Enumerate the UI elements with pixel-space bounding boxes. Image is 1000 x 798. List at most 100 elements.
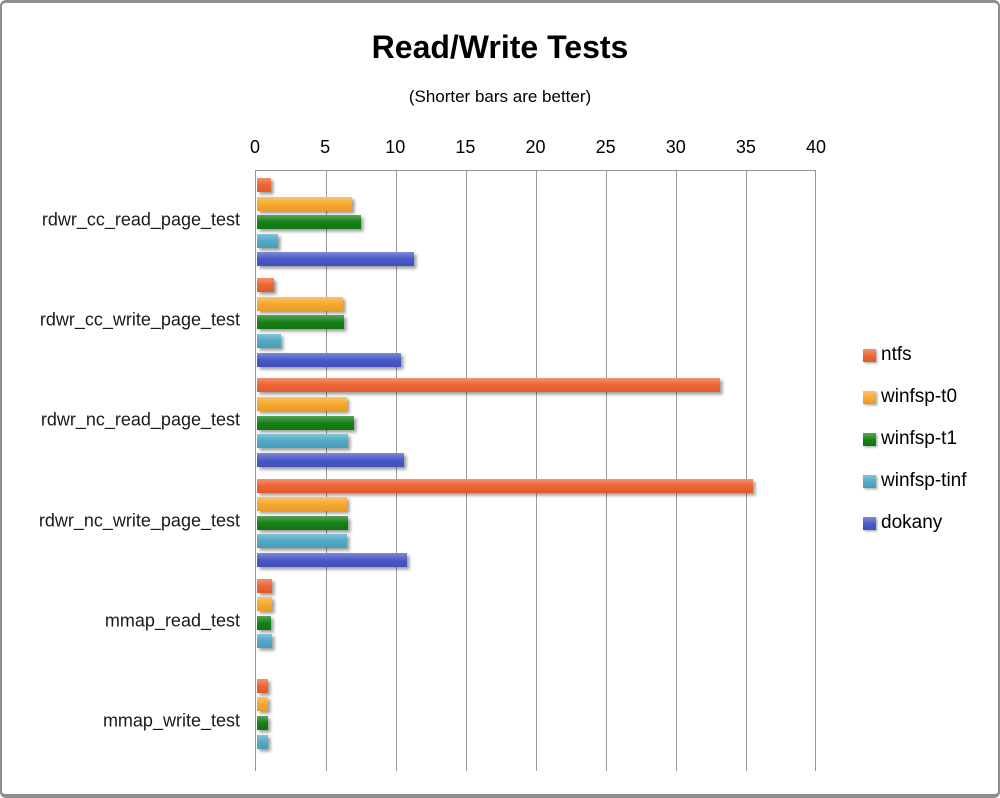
bar-group [256, 478, 815, 572]
chart-title: Read/Write Tests [371, 29, 629, 65]
bar-winfsp-t1 [257, 415, 354, 430]
legend-item: dokany [863, 502, 967, 544]
bar-row [256, 753, 815, 767]
x-tick-label: 15 [455, 137, 476, 157]
bar-row [256, 452, 815, 467]
category-label: rdwr_nc_read_page_test [40, 409, 240, 430]
x-tick-label: 10 [385, 137, 406, 157]
bar-winfsp-tinf [257, 434, 349, 449]
bar-row [256, 734, 815, 749]
x-tick-label: 20 [525, 137, 546, 157]
category-label: rdwr_nc_write_page_test [38, 510, 240, 531]
bar-ntfs [257, 478, 754, 493]
legend-label: ntfs [881, 344, 912, 365]
bar-row [256, 552, 815, 567]
gridline [536, 171, 537, 771]
bar-row [256, 716, 815, 731]
legend-item: winfsp-t1 [863, 418, 967, 460]
gridline [746, 171, 748, 771]
bar-winfsp-t1 [257, 215, 361, 230]
x-tick-label: 5 [320, 137, 331, 157]
bar-row [256, 178, 815, 192]
bar-row [256, 678, 815, 693]
x-tick-label: 35 [735, 137, 756, 157]
gridline [676, 171, 678, 771]
bar-winfsp-t0 [257, 497, 347, 512]
x-tick-label: 40 [805, 137, 827, 157]
bar-dokany [257, 352, 402, 367]
legend-item: winfsp-t0 [863, 376, 967, 418]
bar-winfsp-t0 [257, 196, 353, 211]
legend-label: winfsp-tinf [881, 470, 967, 491]
bar-dokany [257, 552, 408, 567]
bar-row [256, 296, 815, 311]
category-label: rdwr_cc_write_page_test [39, 309, 240, 330]
bar-row [256, 278, 815, 293]
plot-area [255, 170, 816, 771]
legend-label: dokany [881, 512, 943, 533]
legend-swatch-icon [863, 432, 876, 446]
bar-row [256, 653, 815, 667]
bar-row [256, 434, 815, 449]
bar-winfsp-tinf [257, 534, 347, 549]
bar-winfsp-t0 [257, 296, 343, 311]
bar-winfsp-t1 [257, 515, 349, 530]
legend-swatch-icon [863, 390, 876, 404]
bar-row [256, 196, 815, 211]
gridline [325, 171, 327, 771]
gridline [606, 171, 608, 771]
bar-winfsp-t1 [257, 315, 344, 330]
bar-row [256, 396, 815, 411]
bar-dokany [257, 452, 405, 467]
bar-row [256, 697, 815, 712]
bar-group [256, 678, 815, 772]
bar-dokany [257, 252, 415, 267]
legend-swatch-icon [863, 474, 876, 488]
bar-row [256, 333, 815, 348]
legend-label: winfsp-t0 [881, 386, 958, 407]
legend-item: ntfs [863, 334, 967, 376]
bar-winfsp-tinf [257, 333, 281, 348]
bar-row [256, 515, 815, 530]
bar-row [256, 615, 815, 630]
bar-ntfs [257, 178, 272, 192]
category-label: mmap_write_test [102, 710, 240, 731]
bar-row [256, 252, 815, 267]
bar-ntfs [257, 378, 720, 393]
gridline [395, 171, 397, 771]
bar-group [256, 178, 815, 271]
bar-row [256, 497, 815, 512]
chart-subtitle: (Shorter bars are better) [408, 87, 592, 106]
legend-swatch-icon [863, 348, 876, 362]
bar-row [256, 352, 815, 367]
legend-swatch-icon [863, 516, 876, 530]
x-tick-label: 25 [595, 137, 616, 157]
bar-group [256, 278, 815, 371]
bar-row [256, 597, 815, 612]
bar-winfsp-t0 [257, 396, 347, 411]
bar-ntfs [257, 578, 273, 593]
bar-row [256, 315, 815, 330]
category-label: rdwr_cc_read_page_test [41, 209, 240, 230]
category-label: mmap_read_test [104, 610, 240, 631]
bar-ntfs [257, 278, 274, 293]
bar-winfsp-t1 [257, 716, 269, 731]
bar-winfsp-tinf [257, 233, 279, 248]
bar-group [256, 378, 815, 471]
x-tick-label: 30 [665, 137, 686, 157]
bar-winfsp-tinf [257, 634, 273, 649]
x-tick-label: 0 [249, 137, 261, 157]
bar-row [256, 634, 815, 649]
bar-winfsp-t0 [257, 597, 273, 612]
bar-winfsp-tinf [257, 734, 269, 749]
bar-group [256, 578, 815, 672]
bar-row [256, 215, 815, 230]
bar-row [256, 534, 815, 549]
legend-label: winfsp-t1 [881, 428, 958, 449]
bar-row [256, 378, 815, 393]
gridline [465, 171, 467, 771]
legend: ntfs winfsp-t0 winfsp-t1 winfsp-tinf dokany [863, 334, 967, 544]
bar-winfsp-t1 [257, 615, 272, 630]
bar-ntfs [257, 678, 269, 693]
